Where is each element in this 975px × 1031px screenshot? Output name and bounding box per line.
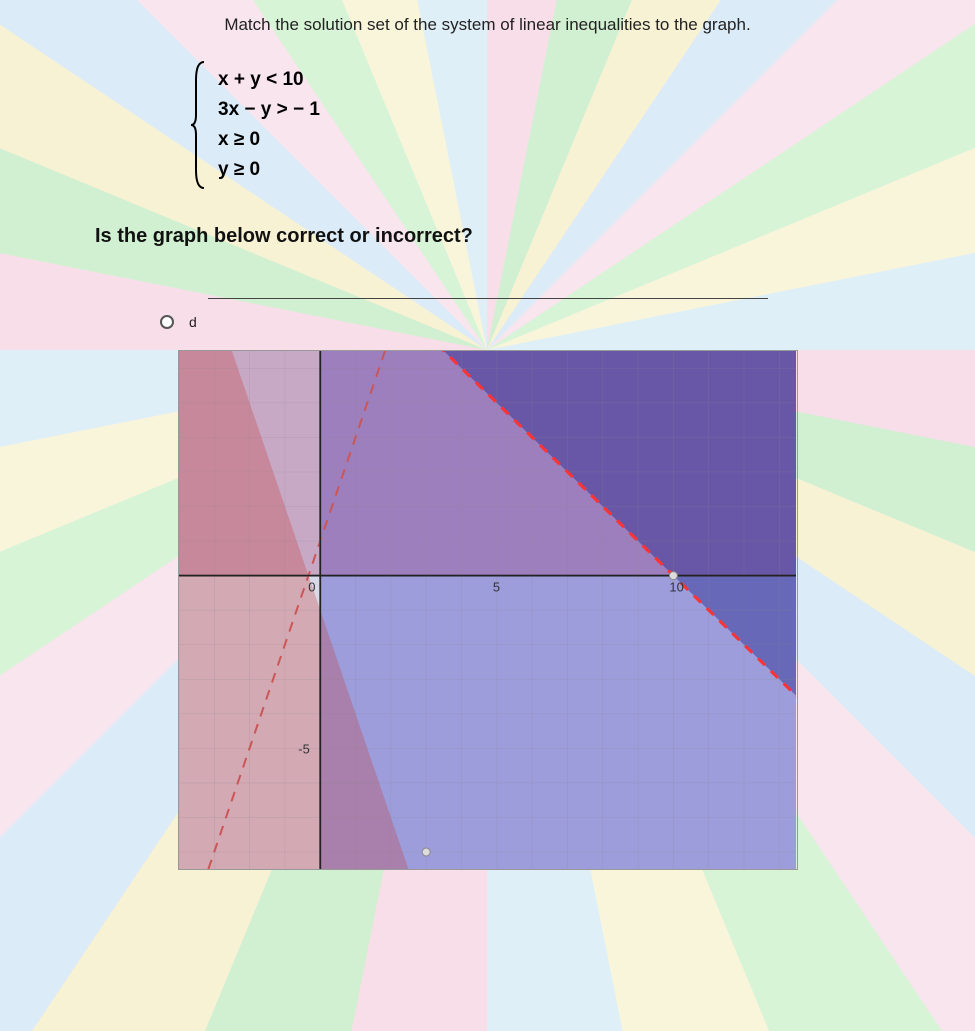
equation-3: x ≥ 0 — [218, 129, 320, 151]
svg-text:0: 0 — [308, 580, 315, 595]
option-label: d — [189, 314, 197, 330]
question-text: Is the graph below correct or incorrect? — [95, 225, 915, 248]
inequality-system: x + y < 10 3x − y > − 1 x ≥ 0 y ≥ 0 — [190, 60, 915, 190]
svg-text:5: 5 — [492, 580, 499, 595]
divider-line — [208, 298, 768, 299]
equation-2: 3x − y > − 1 — [218, 99, 320, 121]
equation-4: y ≥ 0 — [218, 159, 320, 181]
graph-svg: 0 5 10 -5 — [179, 351, 797, 869]
option-d[interactable]: d — [160, 314, 915, 330]
equations-list: x + y < 10 3x − y > − 1 x ≥ 0 y ≥ 0 — [218, 69, 320, 181]
radio-icon[interactable] — [160, 315, 174, 329]
svg-text:-5: -5 — [298, 741, 310, 756]
svg-text:10: 10 — [669, 580, 683, 595]
equation-1: x + y < 10 — [218, 69, 320, 91]
left-brace-icon — [190, 60, 208, 190]
content-area: Match the solution set of the system of … — [0, 0, 975, 890]
instruction-text: Match the solution set of the system of … — [60, 15, 915, 35]
graph-panel: 0 5 10 -5 — [178, 350, 798, 870]
